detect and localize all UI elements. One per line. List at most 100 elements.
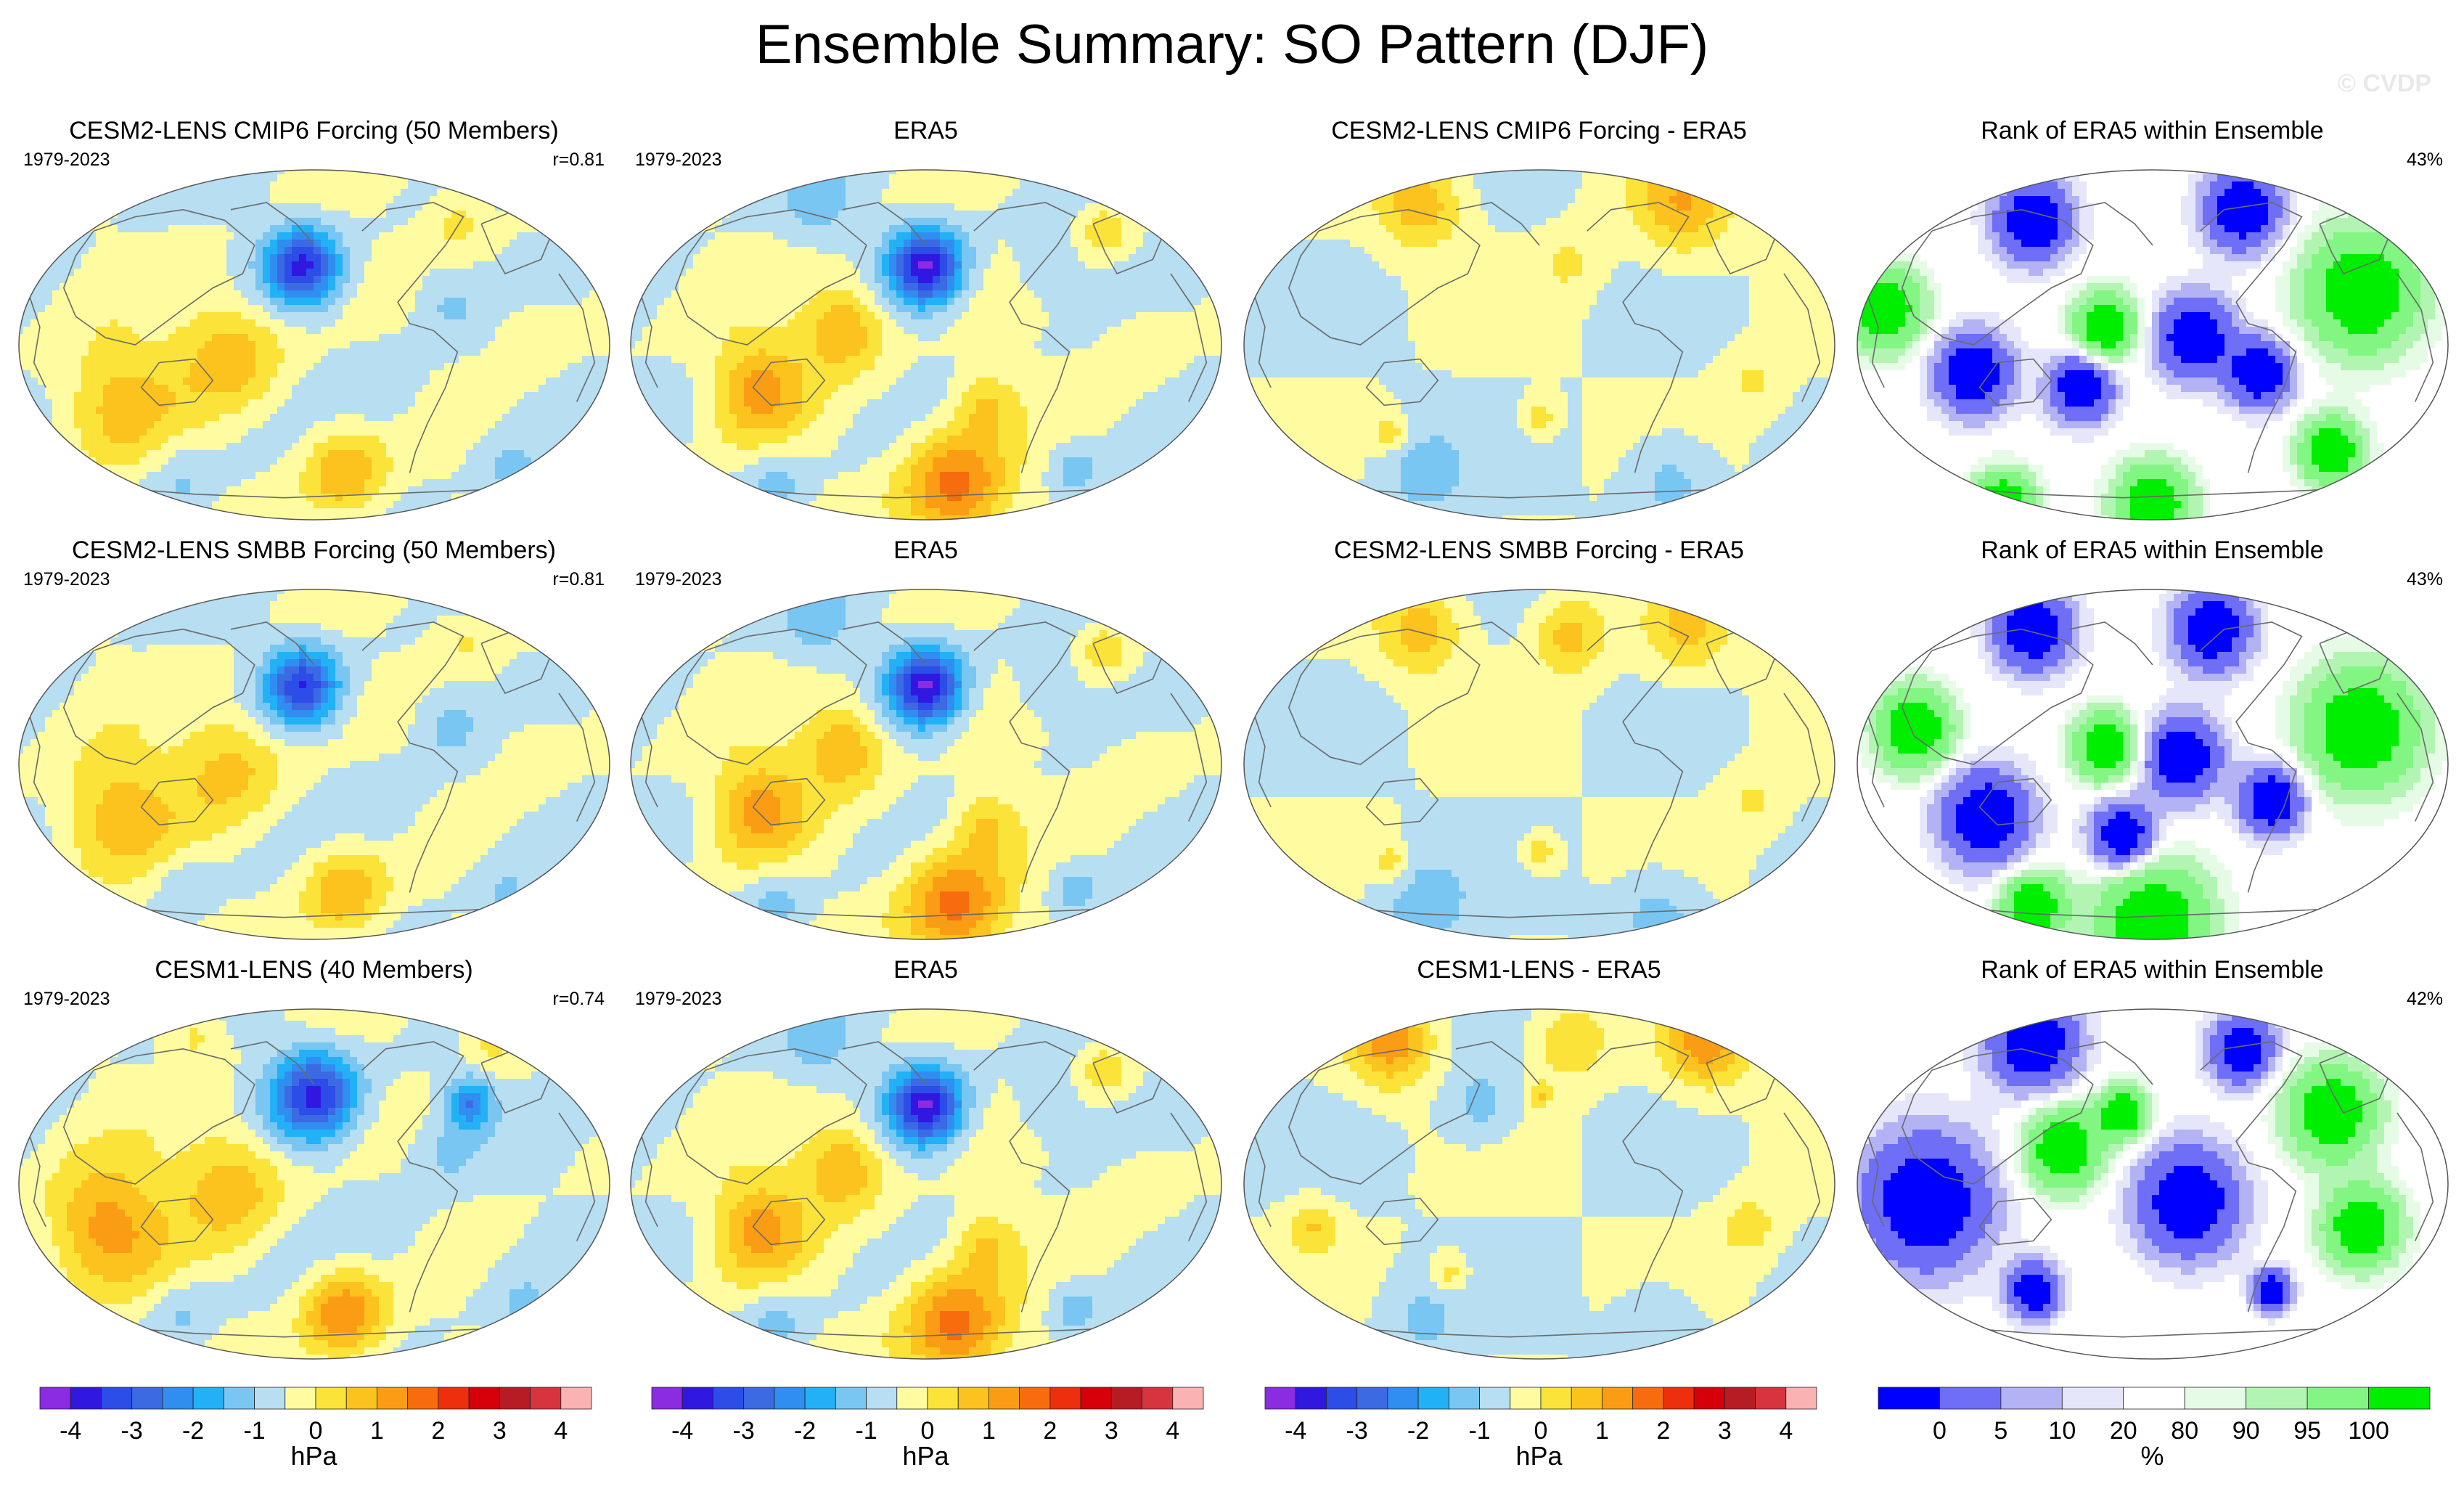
field-cell bbox=[350, 261, 358, 269]
field-cell bbox=[437, 283, 445, 291]
field-cell bbox=[444, 407, 452, 415]
field-cell bbox=[234, 211, 242, 219]
field-cell bbox=[1121, 203, 1129, 211]
field-cell bbox=[248, 298, 256, 306]
field-cell bbox=[1012, 247, 1020, 255]
field-cell bbox=[161, 341, 169, 349]
field-cell bbox=[255, 494, 263, 502]
field-cell bbox=[263, 319, 271, 327]
field-cell bbox=[802, 305, 810, 313]
field-cell bbox=[918, 319, 926, 327]
field-cell bbox=[780, 269, 788, 277]
field-cell bbox=[372, 341, 380, 349]
field-cell bbox=[357, 428, 365, 436]
field-cell bbox=[1049, 319, 1057, 327]
field-cell bbox=[125, 399, 133, 407]
field-cell bbox=[270, 269, 278, 277]
field-cell bbox=[401, 334, 409, 342]
field-cell bbox=[925, 225, 933, 233]
field-cell bbox=[737, 232, 745, 240]
field-cell bbox=[38, 312, 46, 320]
field-cell bbox=[882, 312, 890, 320]
field-cell bbox=[197, 436, 205, 444]
field-cell bbox=[546, 261, 554, 269]
field-cell bbox=[45, 312, 53, 320]
field-cell bbox=[335, 174, 343, 182]
field-cell bbox=[241, 414, 249, 422]
field-cell bbox=[451, 196, 459, 204]
field-cell bbox=[998, 269, 1006, 277]
field-cell bbox=[679, 254, 687, 262]
field-cell bbox=[991, 290, 999, 298]
field-cell bbox=[422, 414, 430, 422]
field-cell bbox=[103, 298, 111, 306]
field-cell bbox=[1143, 261, 1151, 269]
field-cell bbox=[379, 211, 387, 219]
field-cell bbox=[96, 298, 104, 306]
field-cell bbox=[357, 443, 365, 451]
field-cell bbox=[372, 494, 380, 502]
field-cell bbox=[502, 385, 510, 393]
field-cell bbox=[809, 254, 817, 262]
field-cell bbox=[89, 385, 97, 393]
field-cell bbox=[531, 392, 539, 400]
field-cell bbox=[488, 356, 496, 364]
field-cell bbox=[991, 174, 999, 182]
field-cell bbox=[125, 327, 133, 335]
field-cell bbox=[766, 334, 774, 342]
field-cell bbox=[176, 218, 184, 226]
field-cell bbox=[802, 232, 810, 240]
field-cell bbox=[248, 348, 256, 356]
field-cell bbox=[118, 363, 126, 371]
field-cell bbox=[103, 319, 111, 327]
field-cell bbox=[1092, 305, 1100, 313]
field-cell bbox=[444, 211, 452, 219]
field-cell bbox=[81, 261, 89, 269]
field-cell bbox=[560, 414, 568, 422]
field-cell bbox=[190, 189, 198, 197]
field-cell bbox=[1136, 312, 1144, 320]
field-cell bbox=[248, 261, 256, 269]
field-cell bbox=[1034, 276, 1042, 284]
field-cell bbox=[816, 203, 824, 211]
field-cell bbox=[183, 341, 191, 349]
field-cell bbox=[139, 327, 147, 335]
field-cell bbox=[161, 501, 169, 509]
field-cell bbox=[896, 319, 904, 327]
field-cell bbox=[335, 290, 343, 298]
field-cell bbox=[154, 450, 162, 458]
field-cell bbox=[372, 436, 380, 444]
field-cell bbox=[546, 377, 554, 385]
field-cell bbox=[1027, 312, 1035, 320]
field-cell bbox=[1049, 254, 1057, 262]
field-cell bbox=[372, 247, 380, 255]
field-cell bbox=[314, 334, 322, 342]
field-cell bbox=[321, 218, 329, 226]
field-cell bbox=[444, 283, 452, 291]
field-cell bbox=[700, 305, 708, 313]
field-cell bbox=[1049, 189, 1057, 197]
field-cell bbox=[737, 290, 745, 298]
field-cell bbox=[60, 399, 67, 407]
field-cell bbox=[679, 298, 687, 306]
field-cell bbox=[954, 203, 962, 211]
field-cell bbox=[168, 392, 176, 400]
field-cell bbox=[379, 377, 387, 385]
field-cell bbox=[729, 240, 737, 248]
field-cell bbox=[393, 370, 401, 378]
field-cell bbox=[408, 472, 416, 480]
field-cell bbox=[52, 407, 60, 415]
field-cell bbox=[154, 370, 162, 378]
field-cell bbox=[386, 436, 394, 444]
field-cell bbox=[139, 370, 147, 378]
field-cell bbox=[299, 436, 307, 444]
field-cell bbox=[780, 334, 788, 342]
field-cell bbox=[998, 276, 1006, 284]
field-cell bbox=[212, 421, 220, 429]
field-cell bbox=[1041, 261, 1049, 269]
field-cell bbox=[911, 276, 919, 284]
field-cell bbox=[96, 254, 104, 262]
field-cell bbox=[52, 305, 60, 313]
field-cell bbox=[589, 269, 597, 277]
field-cell bbox=[969, 203, 977, 211]
